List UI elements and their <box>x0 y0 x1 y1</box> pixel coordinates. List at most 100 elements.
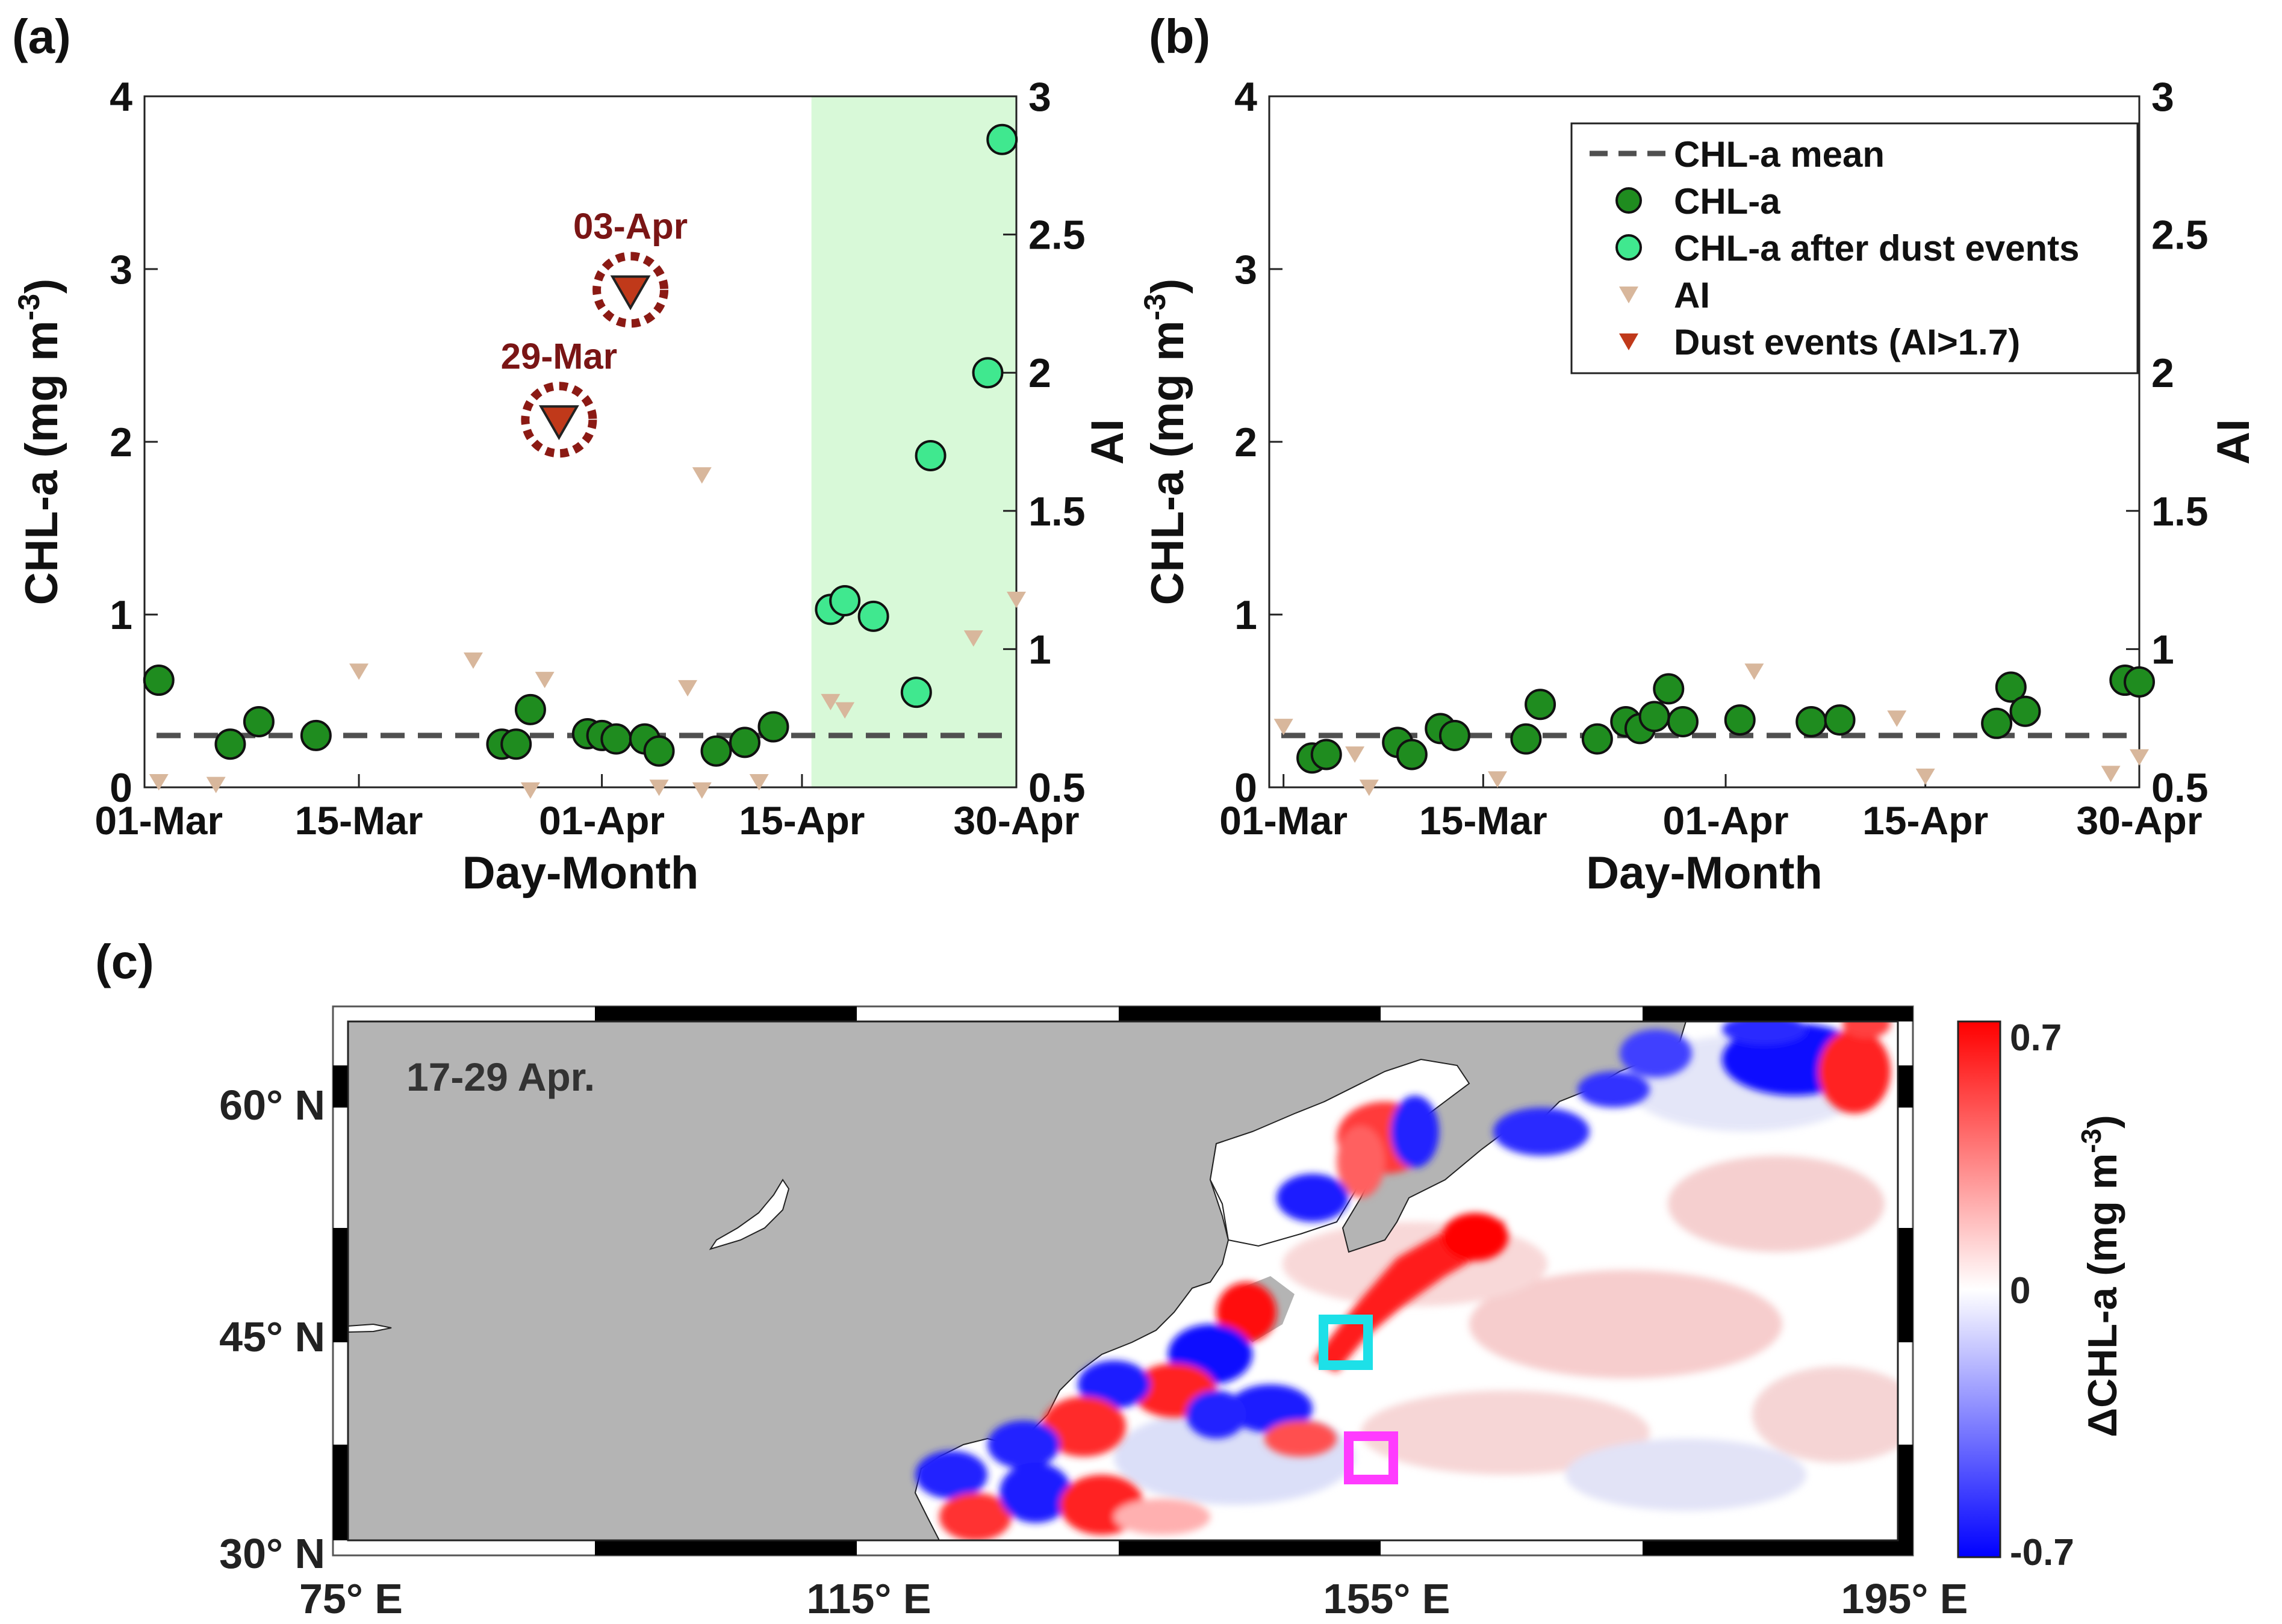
ai-point <box>463 652 483 669</box>
ai-point <box>963 630 983 647</box>
lon-tick-label: 115° E <box>806 1575 931 1622</box>
panel-a: (a) 0 1 2 3 4 0.5 1 1.5 2 2.5 3 01-Mar 15-Mar 01-Apr 15… <box>12 10 1133 899</box>
colorbar: 0.7 0 -0.7 ΔCHL-a (mg m-3) <box>1957 1017 2125 1573</box>
ai-point <box>2130 749 2149 766</box>
chl-point <box>1525 689 1556 721</box>
y-tick-label: 2 <box>1234 420 1257 465</box>
chl-point <box>1724 704 1756 736</box>
lon-tick-label: 75° E <box>299 1575 403 1622</box>
map-border-segment <box>1898 1065 1913 1108</box>
chl-point <box>243 705 275 737</box>
chl-point <box>700 735 732 767</box>
map-border-segment <box>1119 1006 1381 1021</box>
ai-point <box>1345 746 1365 763</box>
map-border-segment <box>1119 1540 1381 1555</box>
chl-point <box>1653 673 1685 705</box>
x-tick-label: 15-Mar <box>295 798 423 843</box>
legend-after-label: CHL-a after dust events <box>1674 228 2079 268</box>
map-area <box>348 1021 1898 1540</box>
x-tick-label: 15-Apr <box>739 798 865 843</box>
y-axis-label-sup: -3 <box>12 294 46 320</box>
ai-point <box>1744 663 1764 680</box>
ai-point <box>349 663 369 680</box>
map-annotation: 17-29 Apr. <box>406 1055 595 1099</box>
dust-event-point <box>538 405 579 441</box>
colorbar-gradient <box>1957 1020 2001 1558</box>
y-tick-label: 1 <box>110 592 132 638</box>
chl-after-point <box>900 677 932 708</box>
y2-tick-label: 2.5 <box>2151 212 2209 258</box>
dust-event-point <box>610 275 651 311</box>
ai-point <box>1359 779 1379 796</box>
y-tick-label: 3 <box>110 247 132 293</box>
y-axis-label-close: ) <box>1142 279 1193 294</box>
y-axis-label-close: ) <box>16 279 67 294</box>
legend-dust-marker <box>1619 333 1638 350</box>
ai-point <box>692 467 712 484</box>
chl-point <box>1310 739 1342 770</box>
chl-point <box>1667 705 1699 737</box>
dust-event-ring <box>592 252 669 328</box>
x-axis-label: Day-Month <box>1586 848 1823 899</box>
chl-point <box>300 719 332 751</box>
ai-point <box>1488 771 1508 788</box>
ai-point <box>1007 591 1026 609</box>
y-axis-label-main: CHL-a (mg m <box>16 320 67 605</box>
legend: CHL-a mean CHL-a CHL-a after dust events AI… <box>1570 122 2139 374</box>
chl-point <box>2124 666 2155 698</box>
legend-dust-label: Dust events (AI>1.7) <box>1674 322 2020 362</box>
colorbar-max-label: 0.7 <box>2010 1017 2062 1059</box>
panel-label: (a) <box>12 10 71 63</box>
y2-tick-label: 2 <box>2151 350 2174 396</box>
cyan-box <box>1319 1315 1373 1370</box>
colorbar-label: ΔCHL-a (mg m-3) <box>2075 1115 2125 1437</box>
y-axis-label-main: CHL-a (mg m <box>1142 320 1193 605</box>
legend-after-marker <box>1615 234 1642 261</box>
panel-label: (b) <box>1149 10 1210 63</box>
ai-point <box>835 702 855 719</box>
dust-event-label: 29-Mar <box>501 336 617 376</box>
ai-point <box>649 779 669 796</box>
map-border-segment <box>595 1540 857 1555</box>
ai-point <box>520 782 540 799</box>
chl-after-point <box>915 439 947 471</box>
chl-point <box>143 665 175 696</box>
dust-event-label: 03-Apr <box>573 206 688 246</box>
magenta-box <box>1344 1431 1398 1484</box>
y-tick-label: 2 <box>110 420 132 465</box>
y-tick-label: 4 <box>1234 74 1257 120</box>
ai-point <box>149 774 169 791</box>
anomaly-patches <box>915 1021 1891 1540</box>
y-axis-label: CHL-a (mg m-3) <box>1138 279 1193 606</box>
ai-point <box>2101 766 2121 783</box>
chl-after-point <box>986 123 1018 155</box>
x-tick-label: 01-Mar <box>95 798 223 843</box>
y2-tick-label: 2.5 <box>1028 212 1086 258</box>
map-border-segment <box>595 1006 857 1021</box>
lon-tick-label: 195° E <box>1841 1575 1968 1622</box>
y2-tick-label: 1.5 <box>2151 489 2209 535</box>
chl-after-point <box>829 585 861 617</box>
ai-point <box>692 782 712 799</box>
panel-c: (c) <box>95 935 2125 1622</box>
chl-after-point <box>857 600 889 632</box>
map-border-segment <box>1643 1006 1913 1021</box>
chl-point <box>757 711 789 743</box>
map-border-segment <box>1643 1540 1913 1555</box>
chl-point <box>2009 695 2041 727</box>
x-tick-label: 01-Apr <box>1663 798 1789 843</box>
chl-after-point <box>972 357 1004 389</box>
ai-point <box>535 672 555 689</box>
y-tick-label: 3 <box>1234 247 1257 293</box>
y2-tick-label: 0.5 <box>1028 765 1086 811</box>
y2-tick-label: 3 <box>1028 74 1051 120</box>
legend-ai-label: AI <box>1674 275 1710 315</box>
chl-point <box>1438 719 1470 751</box>
y-axis-label-sup: -3 <box>1138 294 1172 320</box>
y-tick-label: 1 <box>1234 592 1257 638</box>
colorbar-min-label: -0.7 <box>2010 1532 2074 1573</box>
ai-point <box>1273 719 1293 736</box>
legend-ai-marker <box>1619 287 1638 303</box>
chl-point <box>600 723 632 755</box>
